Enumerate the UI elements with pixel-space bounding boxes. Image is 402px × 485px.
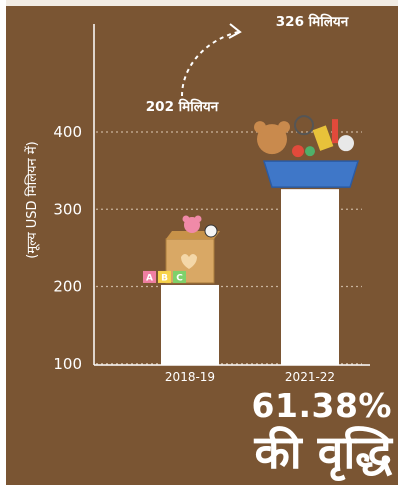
- ball-icon: [292, 145, 304, 158]
- heart-icon: [181, 253, 197, 269]
- growth-text: की वृद्धि: [254, 425, 392, 479]
- growth-percent: 61.38%: [251, 386, 392, 425]
- growth-arrow-head: [228, 23, 242, 39]
- growth-arrow: [181, 31, 239, 97]
- bear-ear-left: [254, 121, 266, 134]
- bear-ear-right: [278, 121, 290, 134]
- y-tick-label-200: 200: [53, 278, 82, 296]
- y-axis-label: (मूल्य USD मिलियन में): [24, 141, 40, 258]
- panel-top-border: [6, 0, 398, 6]
- value-label-2021-22: 326 मिलियन: [276, 13, 349, 30]
- toy-ball-green-icon: [305, 146, 315, 157]
- x-tick-label-2021-22: 2021-22: [285, 370, 335, 384]
- bar-2018-19: [161, 284, 219, 365]
- letter-block-b: [158, 270, 171, 283]
- toy-block-icon: [312, 125, 334, 151]
- teddy-bear-large-icon: [257, 124, 287, 155]
- racket-icon: [294, 115, 314, 136]
- letter-block-glyph-b: B: [161, 273, 168, 283]
- letter-block-a: [143, 270, 156, 283]
- y-tick-label-300: 300: [53, 200, 82, 218]
- letter-block-glyph-a: A: [146, 273, 153, 283]
- toy-basket: [262, 160, 360, 188]
- toy-rocket-icon: [332, 119, 338, 144]
- x-tick-label-2018-19: 2018-19: [165, 370, 215, 384]
- y-tick-label-100: 100: [53, 355, 82, 373]
- letter-block-glyph-c: C: [176, 273, 183, 283]
- letter-block-c: [173, 270, 186, 283]
- teddy-ear-right: [194, 215, 202, 223]
- y-tick-label-400: 400: [53, 123, 82, 141]
- bar-2021-22: [281, 189, 339, 365]
- value-label-2018-19: 202 मिलियन: [146, 98, 219, 115]
- bunny-icon: [338, 135, 354, 152]
- teddy-ear-left: [182, 215, 190, 223]
- soccer-ball-icon: [204, 224, 218, 238]
